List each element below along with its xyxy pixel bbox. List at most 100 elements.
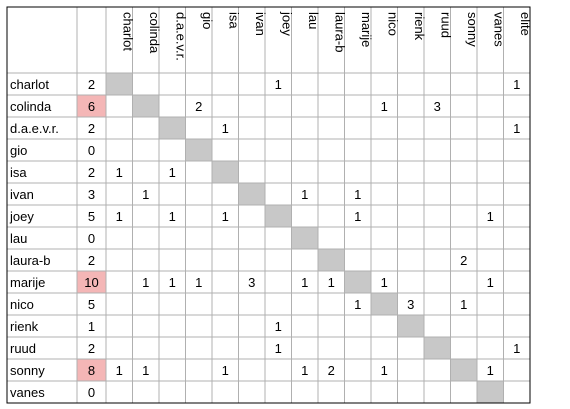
row-total: 0 bbox=[88, 231, 95, 246]
diagonal-cell bbox=[477, 381, 504, 403]
diagonal-cell bbox=[397, 315, 424, 337]
row-label: gio bbox=[10, 143, 27, 158]
diagonal-cell bbox=[318, 249, 345, 271]
cell-value: 1 bbox=[169, 165, 176, 180]
cell-value: 1 bbox=[354, 209, 361, 224]
diagonal-cell bbox=[424, 337, 451, 359]
cell-value: 2 bbox=[328, 363, 335, 378]
diagonal-cell bbox=[265, 205, 292, 227]
diagonal-cell bbox=[291, 227, 318, 249]
cell-value: 1 bbox=[116, 363, 123, 378]
row-label: isa bbox=[10, 165, 27, 180]
cell-value: 1 bbox=[354, 297, 361, 312]
diagonal-cell bbox=[450, 359, 477, 381]
row-label: ruud bbox=[10, 341, 36, 356]
cell-value: 1 bbox=[275, 77, 282, 92]
cell-value: 1 bbox=[487, 275, 494, 290]
row-total: 2 bbox=[88, 165, 95, 180]
row-label: joey bbox=[9, 209, 34, 224]
row-total: 2 bbox=[88, 121, 95, 136]
cell-value: 1 bbox=[195, 275, 202, 290]
column-header: gio bbox=[200, 12, 215, 29]
diagonal-cell bbox=[238, 183, 265, 205]
row-total: 5 bbox=[88, 209, 95, 224]
row-label: vanes bbox=[10, 385, 45, 400]
column-header: sonny bbox=[465, 12, 480, 47]
column-header: d.a.e.v.r. bbox=[173, 12, 188, 61]
cell-value: 1 bbox=[142, 187, 149, 202]
row-label: colinda bbox=[10, 99, 52, 114]
row-total: 2 bbox=[88, 77, 95, 92]
cell-value: 1 bbox=[301, 363, 308, 378]
row-total: 5 bbox=[88, 297, 95, 312]
column-header: laura-b bbox=[332, 12, 347, 52]
diagonal-cell bbox=[212, 161, 239, 183]
row-label: rienk bbox=[10, 319, 39, 334]
row-total: 2 bbox=[88, 253, 95, 268]
highlight-cell bbox=[77, 359, 106, 381]
row-total: 0 bbox=[88, 385, 95, 400]
diagonal-cell bbox=[344, 271, 371, 293]
cell-value: 2 bbox=[460, 253, 467, 268]
cell-value: 1 bbox=[328, 275, 335, 290]
cell-value: 1 bbox=[513, 341, 520, 356]
column-header: charlot bbox=[120, 12, 135, 51]
column-header: marije bbox=[359, 12, 374, 47]
diagonal-cell bbox=[159, 117, 186, 139]
row-label: nico bbox=[10, 297, 34, 312]
column-header: ruud bbox=[438, 12, 453, 38]
column-header: elite bbox=[518, 12, 533, 36]
cell-value: 1 bbox=[513, 77, 520, 92]
cell-value: 1 bbox=[222, 209, 229, 224]
row-total: 6 bbox=[88, 99, 95, 114]
row-total: 2 bbox=[88, 341, 95, 356]
column-header: colinda bbox=[147, 12, 162, 54]
cell-value: 1 bbox=[487, 209, 494, 224]
cell-value: 1 bbox=[116, 209, 123, 224]
cell-value: 1 bbox=[169, 275, 176, 290]
column-header: nico bbox=[385, 12, 400, 36]
cell-value: 1 bbox=[460, 297, 467, 312]
row-label: laura-b bbox=[10, 253, 50, 268]
cell-value: 1 bbox=[487, 363, 494, 378]
diagonal-cell bbox=[185, 139, 212, 161]
row-label: marije bbox=[10, 275, 45, 290]
column-header: isa bbox=[226, 12, 241, 29]
row-label: ivan bbox=[10, 187, 34, 202]
highlight-cell bbox=[77, 95, 106, 117]
cell-value: 1 bbox=[222, 121, 229, 136]
cell-value: 1 bbox=[354, 187, 361, 202]
row-total: 10 bbox=[84, 275, 98, 290]
diagonal-cell bbox=[371, 293, 398, 315]
diagonal-cell bbox=[132, 95, 159, 117]
column-header: vanes bbox=[491, 12, 506, 47]
cell-value: 1 bbox=[222, 363, 229, 378]
row-total: 0 bbox=[88, 143, 95, 158]
diagonal-cell bbox=[106, 73, 133, 95]
row-total: 8 bbox=[88, 363, 95, 378]
cell-value: 1 bbox=[169, 209, 176, 224]
cell-value: 1 bbox=[513, 121, 520, 136]
row-total: 3 bbox=[88, 187, 95, 202]
cell-value: 1 bbox=[381, 363, 388, 378]
cell-value: 1 bbox=[275, 319, 282, 334]
column-header: joey bbox=[279, 11, 294, 36]
column-header: ivan bbox=[253, 12, 268, 36]
row-total: 1 bbox=[88, 319, 95, 334]
table-border bbox=[6, 6, 531, 404]
cell-value: 1 bbox=[301, 275, 308, 290]
cell-value: 3 bbox=[248, 275, 255, 290]
column-header: rienk bbox=[412, 12, 427, 41]
row-label: d.a.e.v.r. bbox=[10, 121, 59, 136]
cell-value: 1 bbox=[381, 99, 388, 114]
cell-value: 1 bbox=[381, 275, 388, 290]
highlight-cell bbox=[77, 271, 106, 293]
cell-value: 2 bbox=[195, 99, 202, 114]
row-label: charlot bbox=[10, 77, 49, 92]
cell-value: 1 bbox=[116, 165, 123, 180]
row-label: sonny bbox=[10, 363, 45, 378]
column-header: lau bbox=[306, 12, 321, 29]
cell-value: 3 bbox=[407, 297, 414, 312]
cell-value: 1 bbox=[275, 341, 282, 356]
